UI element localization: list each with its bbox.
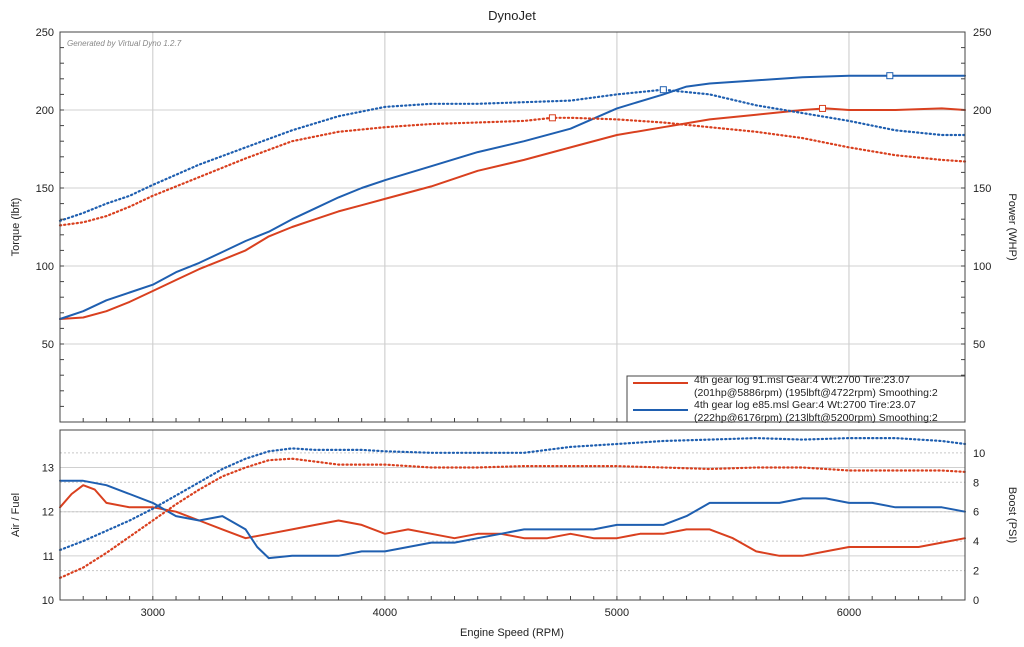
x-tick-label: 6000	[837, 607, 861, 619]
top-y-right-tick-label: 150	[973, 183, 991, 195]
bottom-y-left-tick-label: 13	[42, 463, 54, 475]
top-ylabel-left: Torque (lbft)	[10, 198, 22, 257]
bottom-series	[58, 436, 967, 580]
legend-91-line2: (201hp@5886rpm) (195lbft@4722rpm) Smooth…	[694, 387, 938, 399]
chart-title: DynoJet	[488, 8, 536, 23]
top-y-right-tick-label: 250	[973, 27, 991, 39]
bottom-y-right-tick-label: 2	[973, 566, 979, 578]
series-91-boost	[58, 457, 967, 580]
series-e85-power	[59, 74, 966, 320]
top-tick-labels: 50 100 150 200 250 50 100 150 200 250	[36, 27, 991, 423]
bottom-ylabel-right: Boost (PSI)	[1006, 487, 1018, 543]
peak-marker	[548, 114, 556, 122]
bottom-y-right-tick-label: 8	[973, 477, 979, 489]
top-y-left-tick-label: 200	[36, 105, 54, 117]
series-91-power	[59, 107, 966, 320]
peak-marker	[659, 86, 667, 94]
top-series	[58, 72, 967, 320]
watermark: Generated by Virtual Dyno 1.2.7	[67, 39, 182, 48]
bottom-ylabel-left: Air / Fuel	[10, 493, 22, 537]
top-y-left-tick-label: 150	[36, 183, 54, 195]
bottom-tick-labels: 3000 4000 5000 6000 10 11 12 13 0 2 4 6 8 10	[42, 448, 986, 619]
bottom-y-right-tick-label: 4	[973, 536, 979, 548]
bottom-y-right-tick-label: 10	[973, 448, 985, 460]
top-y-right-tick-label: 200	[973, 105, 991, 117]
x-axis-label: Engine Speed (RPM)	[460, 627, 564, 639]
series-e85-afr	[59, 479, 966, 560]
bottom-gridlines	[60, 430, 965, 600]
top-y-right-tick-label: 50	[973, 339, 985, 351]
top-y-right-tick-label: 100	[973, 261, 991, 273]
series-e85-boost	[58, 436, 967, 552]
top-y-left-tick-label: 250	[36, 27, 54, 39]
bottom-plot-frame	[59, 429, 966, 601]
bottom-y-left-tick-label: 12	[42, 507, 54, 519]
legend: 4th gear log 91.msl Gear:4 Wt:2700 Tire:…	[626, 374, 966, 424]
legend-e85-line1: 4th gear log e85.msl Gear:4 Wt:2700 Tire…	[694, 399, 916, 411]
x-tick-label: 3000	[141, 607, 165, 619]
bottom-y-right-tick-label: 6	[973, 507, 979, 519]
top-panel: 50 100 150 200 250 50 100 150 200 250 Generated b…	[10, 27, 1018, 424]
top-y-left-tick-label: 50	[42, 339, 54, 351]
series-91-torque	[58, 116, 967, 227]
top-gridlines	[60, 32, 965, 422]
bottom-y-right-tick-label: 0	[973, 595, 979, 607]
series-e85-torque	[58, 88, 967, 222]
peak-marker	[819, 104, 827, 112]
series-91-afr	[59, 484, 966, 557]
legend-91-line1: 4th gear log 91.msl Gear:4 Wt:2700 Tire:…	[694, 374, 910, 386]
peak-marker	[886, 72, 894, 80]
bottom-panel: 3000 4000 5000 6000 10 11 12 13 0 2 4 6 8 10 Air / Fu…	[10, 429, 1018, 639]
legend-e85-line2: (222hp@6176rpm) (213lbft@5200rpm) Smooth…	[694, 412, 938, 424]
top-y-left-tick-label: 100	[36, 261, 54, 273]
x-tick-label: 5000	[605, 607, 629, 619]
bottom-y-left-tick-label: 11	[43, 551, 54, 563]
top-ylabel-right: Power (WHP)	[1006, 193, 1018, 260]
top-plot-frame	[59, 31, 966, 423]
bottom-y-left-tick-label: 10	[42, 595, 54, 607]
x-tick-label: 4000	[373, 607, 397, 619]
